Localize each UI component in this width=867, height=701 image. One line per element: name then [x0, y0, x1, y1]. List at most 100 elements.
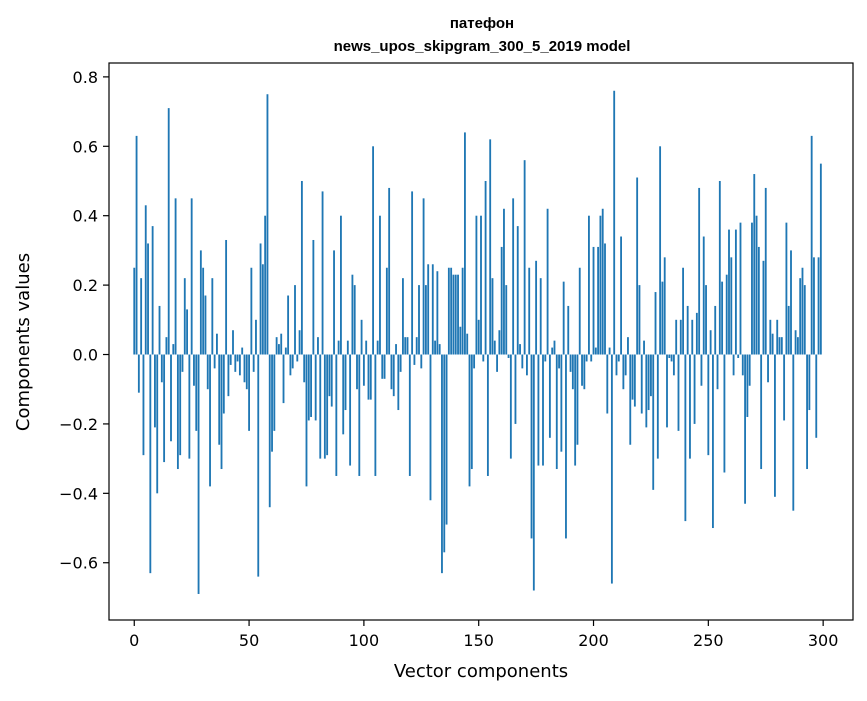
bar [418, 285, 420, 355]
bar [627, 337, 629, 355]
bar [346, 340, 349, 355]
bar [555, 354, 558, 470]
bar [376, 340, 379, 355]
bar [716, 354, 719, 390]
bar [454, 274, 457, 355]
bar [753, 174, 756, 355]
bar [498, 330, 501, 355]
bar [321, 191, 324, 355]
bar [422, 198, 425, 355]
y-tick-label: 0.2 [73, 276, 98, 295]
bar [319, 354, 322, 459]
bar [225, 239, 228, 355]
x-tick-label: 300 [808, 631, 839, 650]
bar [576, 354, 579, 445]
bar [558, 354, 560, 369]
bar [457, 274, 459, 355]
bar [532, 354, 535, 591]
bar [179, 354, 182, 456]
y-tick-label: 0.0 [73, 346, 98, 365]
bar [590, 354, 593, 362]
bar [801, 267, 804, 355]
bar [537, 354, 540, 466]
x-tick-label: 100 [349, 631, 380, 650]
bar [551, 347, 554, 355]
x-tick-label: 200 [578, 631, 609, 650]
bar [650, 354, 652, 397]
bar [601, 208, 604, 355]
bar [342, 354, 345, 435]
bar [739, 222, 742, 355]
bar [640, 354, 643, 414]
bar [248, 354, 250, 431]
bar [209, 354, 211, 487]
bar [411, 191, 414, 355]
bar [500, 246, 503, 355]
bar [746, 354, 749, 417]
bar [337, 340, 340, 355]
bar [496, 354, 498, 372]
bar [638, 285, 641, 355]
bar [133, 267, 136, 355]
bar [654, 292, 657, 355]
bar [388, 187, 391, 355]
bar [597, 246, 600, 355]
bar [666, 354, 668, 428]
bar [663, 257, 666, 355]
bar [560, 354, 563, 452]
bar [659, 146, 662, 355]
bar [723, 354, 726, 473]
y-axis-label: Components values [13, 253, 34, 431]
bar [484, 180, 487, 355]
bar [383, 354, 386, 379]
bar [381, 354, 384, 379]
bar [415, 337, 418, 355]
bar [289, 354, 292, 376]
bar [698, 187, 701, 355]
bar [523, 160, 526, 355]
bar [154, 354, 156, 428]
bar [475, 215, 478, 355]
bar [519, 344, 521, 355]
bar [140, 278, 143, 355]
bar [730, 257, 733, 355]
bar [505, 285, 508, 355]
bar [613, 90, 616, 355]
bar [236, 354, 239, 362]
x-tick-label: 0 [129, 631, 139, 650]
bar [307, 354, 310, 421]
x-axis-ticks: 0 50 100 150 200 250 300 [129, 620, 838, 650]
bar [408, 354, 411, 476]
bar [353, 285, 356, 355]
bar [305, 354, 308, 487]
bar [229, 354, 232, 365]
bar [452, 274, 455, 355]
bar [268, 354, 271, 508]
bar [737, 354, 740, 358]
bar [544, 354, 547, 362]
bar [574, 354, 577, 466]
bar [317, 337, 319, 355]
bar [728, 229, 730, 355]
bar [218, 354, 221, 445]
bar [420, 354, 423, 369]
bar [624, 354, 627, 376]
x-tick-label: 50 [239, 631, 259, 650]
bar [340, 215, 342, 355]
bar [193, 354, 195, 386]
bar [806, 354, 808, 470]
bar [216, 333, 218, 355]
bar [707, 354, 710, 456]
bar [303, 354, 306, 383]
bar [521, 354, 524, 369]
bar [677, 354, 680, 431]
bar [406, 337, 409, 355]
bar [227, 354, 230, 397]
bar [629, 354, 632, 445]
bar [569, 354, 572, 372]
bar [431, 264, 434, 355]
bar [349, 354, 352, 466]
bar [468, 354, 471, 487]
bar [144, 205, 147, 355]
